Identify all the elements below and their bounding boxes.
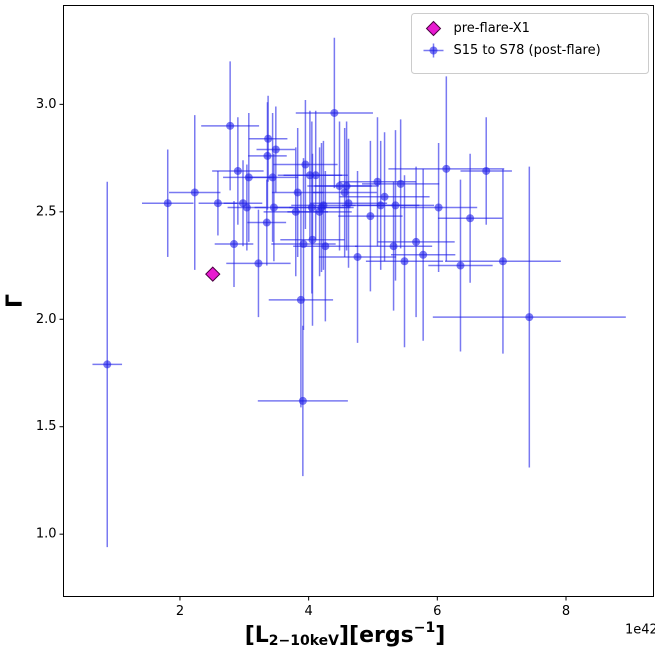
y-tick-label: 1.5 [36, 419, 57, 434]
x-axis-label: [L2−10keV][ergs−1] [245, 620, 446, 649]
legend-marker [425, 20, 442, 37]
point [205, 266, 221, 282]
point [298, 396, 307, 405]
y-tick-label: 3.0 [36, 97, 57, 112]
point [242, 203, 251, 212]
point [271, 145, 280, 154]
point [190, 188, 199, 197]
point [264, 134, 273, 143]
point [330, 108, 339, 117]
point [233, 166, 242, 175]
point [400, 257, 409, 266]
point [254, 259, 263, 268]
y-tick-label: 1.0 [36, 527, 57, 542]
x-tick-label: 6 [433, 604, 441, 619]
point [434, 203, 443, 212]
point [293, 188, 302, 197]
point [213, 199, 222, 208]
point [466, 214, 475, 223]
point [498, 257, 507, 266]
plot-area [92, 37, 626, 548]
point [419, 250, 428, 259]
point [230, 240, 239, 249]
axes: 2 4 6 8 1.0 1.5 2.0 2.5 3.0 [36, 97, 570, 619]
point [301, 160, 310, 169]
y-tick-label: 2.5 [36, 204, 57, 219]
point [366, 212, 375, 221]
point [262, 218, 271, 227]
offset-text: 1e42 [625, 623, 655, 638]
point [456, 261, 465, 270]
legend-marker [429, 46, 438, 55]
point [412, 237, 421, 246]
point [321, 242, 330, 251]
point [389, 242, 398, 251]
legend-label: pre-flare-X1 [454, 21, 530, 36]
legend: pre-flare-X1 S15 to S78 (post-flare) [411, 13, 649, 74]
y-axis-label: Γ [3, 294, 28, 308]
x-tick-label: 4 [304, 604, 312, 619]
x-tick-label: 8 [562, 604, 570, 619]
point [525, 313, 534, 322]
point [482, 166, 491, 175]
point [163, 199, 172, 208]
point [342, 182, 351, 191]
point [442, 164, 451, 173]
point [391, 201, 400, 210]
legend-label: S15 to S78 (post-flare) [454, 43, 601, 58]
legend-box [411, 13, 649, 74]
x-label-part: [L [245, 623, 269, 648]
x-label-sup: −1 [414, 620, 435, 636]
y-tick-label: 2.0 [36, 312, 57, 327]
point [103, 360, 112, 369]
plot-frame [63, 5, 654, 597]
x-label-sub: 2−10keV [269, 633, 339, 649]
x-tick-label: 2 [176, 604, 184, 619]
x-label-part: ] [435, 623, 445, 648]
x-label-part: ][ergs [339, 623, 414, 648]
point [226, 121, 235, 130]
point [308, 235, 317, 244]
point [353, 252, 362, 261]
point [311, 171, 320, 180]
point [380, 192, 389, 201]
point [268, 173, 277, 182]
point [396, 179, 405, 188]
